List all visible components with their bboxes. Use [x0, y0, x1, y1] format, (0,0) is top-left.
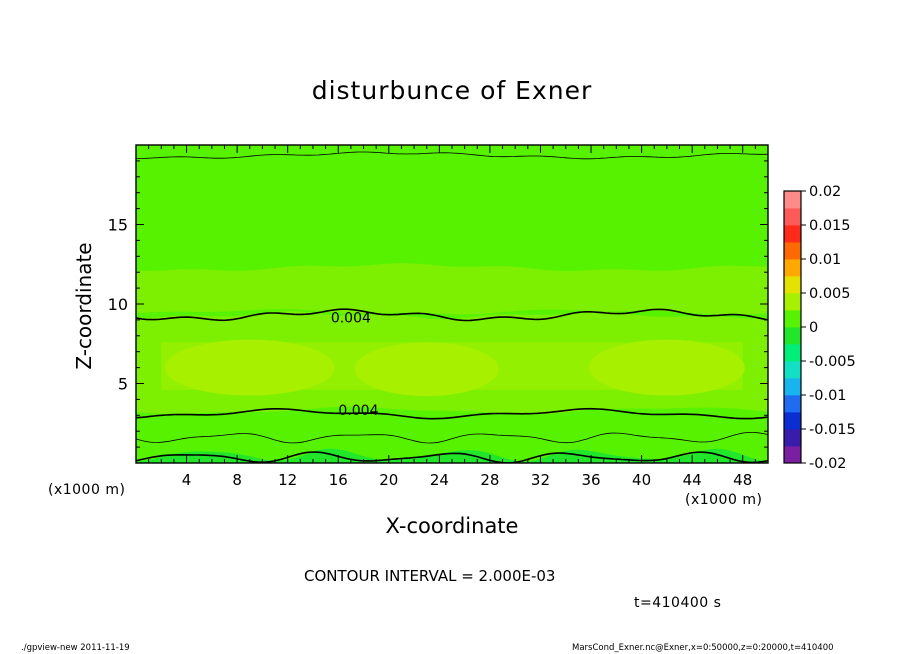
fill-band-mid — [136, 263, 768, 315]
footer-right: MarsCond_Exner.nc@Exner,x=0:50000,z=0:20… — [572, 643, 834, 653]
footer-left: ./gpview-new 2011-11-19 — [21, 643, 130, 653]
x-tick-label: 44 — [683, 471, 702, 489]
colorbar-segment — [784, 242, 801, 260]
colorbar-segment — [784, 208, 801, 226]
x-tick-label: 32 — [531, 471, 550, 489]
colorbar-segment — [784, 191, 801, 209]
x-tick-label: 12 — [278, 471, 297, 489]
contour-label: 0.004 — [331, 311, 371, 327]
x-tick-label: 36 — [581, 471, 600, 489]
fill-blob-bridge — [161, 342, 743, 390]
contour-line-top — [136, 151, 768, 160]
x-tick-label: 28 — [480, 471, 499, 489]
colorbar-segment — [784, 429, 801, 447]
y-axis: 5 10 15 — [108, 160, 768, 448]
x-tick-label: 20 — [379, 471, 398, 489]
colorbar-tick-label: -0.02 — [809, 456, 847, 472]
x-unit-label-right: (x1000 m) — [685, 492, 763, 508]
colorbar-tick-label: -0.01 — [809, 388, 847, 404]
colorbar-segment — [784, 327, 801, 345]
colorbar-tick-label: 0.01 — [809, 252, 841, 268]
colorbar-segment — [784, 378, 801, 396]
contour-line-bottom — [136, 451, 768, 463]
x-tick-label: 4 — [182, 471, 192, 489]
colorbar-tick-label: 0.015 — [809, 218, 851, 234]
colorbar-tick-label: -0.015 — [809, 422, 856, 438]
x-tick-label: 48 — [733, 471, 752, 489]
contour-fills — [136, 145, 768, 463]
x-axis-label: X-coordinate — [385, 514, 519, 538]
contour-lines — [136, 151, 768, 463]
colorbar-tick-label: -0.005 — [809, 354, 856, 370]
x-tick-label: 40 — [632, 471, 651, 489]
colorbar-segment — [784, 276, 801, 294]
contour-labels: 0.004 0.004 — [331, 311, 379, 419]
colorbar-segment — [784, 225, 801, 243]
contour-interval-text: CONTOUR INTERVAL = 2.000E-03 — [304, 567, 556, 585]
x-axis: 4 8 12 16 20 24 28 32 36 40 44 48 — [148, 145, 756, 489]
colorbar-segment — [784, 293, 801, 311]
colorbar: 0.02 0.015 0.01 0.005 0 -0.005 -0.01 -0.015 -0.0… — [783, 184, 856, 472]
chart-title: disturbunce of Exner — [311, 76, 593, 105]
colorbar-segment — [784, 344, 801, 362]
x-unit-label-left: (x1000 m) — [48, 482, 126, 498]
time-label: t=410400 s — [634, 595, 722, 611]
contour-label: 0.004 — [338, 403, 378, 419]
contour-line-0004-lower — [136, 407, 768, 420]
colorbar-segment — [784, 446, 801, 464]
x-tick-label: 8 — [232, 471, 242, 489]
colorbar-segment — [784, 412, 801, 430]
y-axis-label: Z-coordinate — [72, 242, 96, 370]
colorbar-segment — [784, 361, 801, 379]
colorbar-tick-label: 0.005 — [809, 286, 851, 302]
colorbar-segment — [784, 259, 801, 277]
x-tick-label: 24 — [430, 471, 449, 489]
y-tick-label: 10 — [108, 295, 128, 314]
colorbar-tick-label: 0 — [809, 320, 818, 336]
y-tick-label: 15 — [108, 216, 128, 235]
colorbar-segment — [784, 395, 801, 413]
contour-line-0004-upper — [136, 308, 768, 322]
x-tick-label: 16 — [329, 471, 348, 489]
y-tick-label: 5 — [118, 375, 128, 394]
colorbar-segment — [784, 310, 801, 328]
contour-line-0002-lower — [136, 432, 768, 444]
colorbar-tick-label: 0.02 — [809, 184, 841, 200]
